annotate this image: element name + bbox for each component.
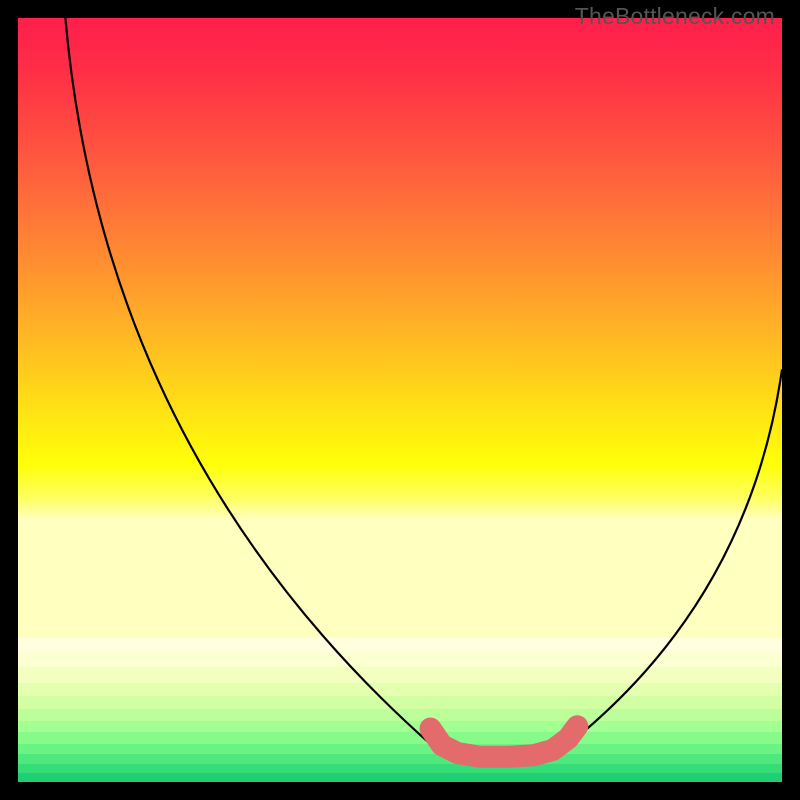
curve-right [564,369,782,747]
watermark-label: TheBottleneck.com [575,3,775,30]
chart-frame: TheBottleneck.com [0,0,800,800]
bottleneck-curve-overlay [18,18,782,782]
optimal-zone-marker [431,726,578,757]
plot-area [18,18,782,782]
curve-left [65,18,434,748]
